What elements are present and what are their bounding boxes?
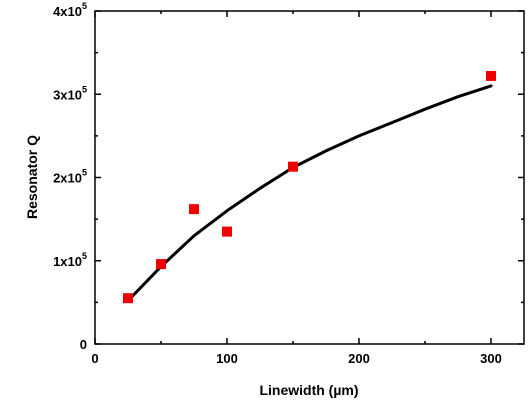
- data-point: [189, 204, 199, 215]
- data-points: [123, 70, 496, 304]
- fit-curve-group: [126, 84, 493, 303]
- x-tick-label: 300: [480, 351, 502, 366]
- axis-ticks: [94, 10, 524, 345]
- y-tick-label: 4x105: [53, 1, 87, 19]
- data-point: [156, 259, 166, 270]
- x-tick-label: 100: [216, 351, 238, 366]
- y-tick-label: 1x105: [53, 251, 87, 269]
- y-tick-labels: 0 1x105 2x105 3x105 4x105: [53, 1, 87, 352]
- y-tick-label: 0: [80, 337, 87, 352]
- data-point: [123, 293, 133, 304]
- data-point: [288, 161, 298, 172]
- x-axis-title: Linewidth (µm): [259, 382, 358, 398]
- y-tick-label: 3x105: [53, 84, 87, 102]
- x-tick-label: 0: [91, 351, 98, 366]
- y-axis-title: Resonator Q: [24, 135, 40, 219]
- plot-frame: [94, 10, 525, 345]
- x-tick-labels: 0 100 200 300: [91, 351, 501, 366]
- fit-line: [126, 84, 493, 303]
- data-point: [486, 70, 496, 81]
- data-point: [222, 226, 232, 237]
- y-tick-label: 2x105: [53, 168, 87, 186]
- x-tick-label: 200: [348, 351, 370, 366]
